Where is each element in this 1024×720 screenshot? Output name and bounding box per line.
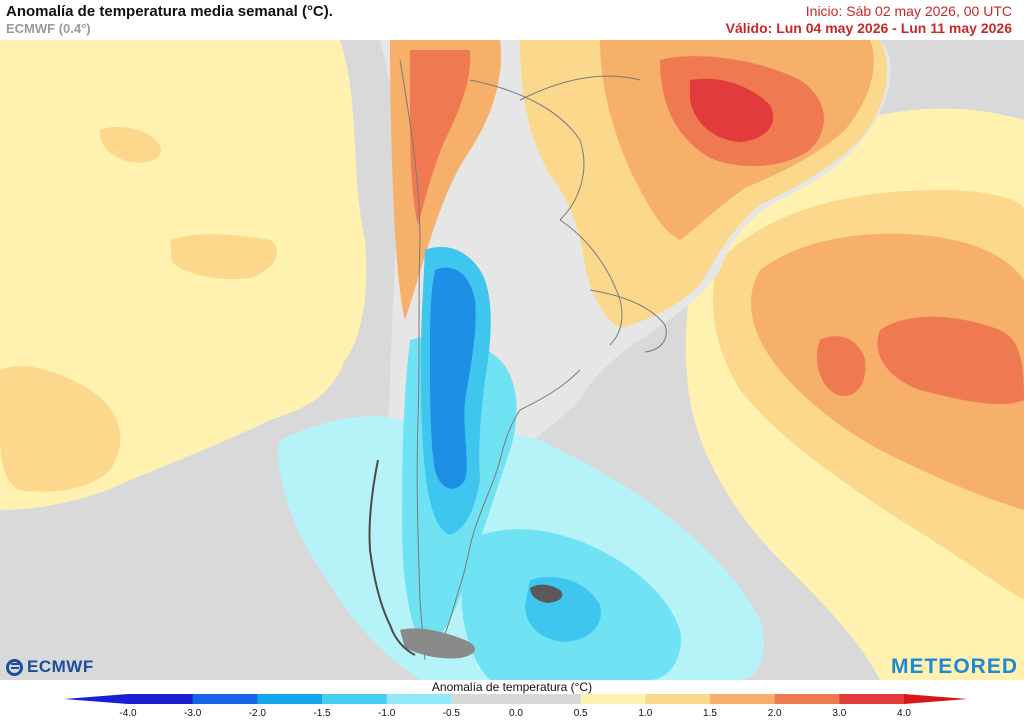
legend-swatch — [128, 694, 194, 704]
legend-swatch — [451, 694, 517, 704]
atlantic-hot-spot — [816, 336, 866, 396]
atlantic-warm-orange — [751, 233, 1024, 511]
border-bolivia — [469, 79, 585, 221]
ecmwf-logo-text: ECMWF — [27, 657, 94, 676]
border-paraguay — [559, 219, 623, 346]
valid-period: Válido: Lun 04 may 2026 - Lun 11 may 202… — [725, 20, 1012, 36]
legend-swatch — [386, 694, 452, 704]
border-andes — [399, 59, 426, 661]
falkland-islands — [530, 584, 563, 603]
legend-swatch — [774, 694, 840, 704]
anomaly-map-svg — [0, 40, 1024, 680]
southern-cool-dark — [430, 267, 476, 489]
ecmwf-logo-icon — [6, 658, 23, 676]
legend-tick-label: 4.0 — [897, 708, 911, 719]
legend-swatch — [322, 694, 388, 704]
anomaly-map — [0, 40, 1024, 680]
legend-swatch — [580, 694, 646, 704]
tierra-del-fuego — [400, 628, 476, 659]
model-label: ECMWF (0.4°) — [6, 21, 91, 36]
legend-swatch — [257, 694, 323, 704]
coast-argentina — [439, 369, 581, 646]
legend-tick-label: -1.5 — [313, 708, 331, 719]
pacific-warm-band — [170, 234, 278, 280]
legend-tick-label: 1.5 — [703, 708, 717, 719]
legend-swatch — [839, 694, 905, 704]
legend-swatch — [710, 694, 776, 704]
pacific-warm-patch — [0, 366, 121, 492]
legend-arrow-min — [64, 694, 128, 704]
meteored-logo: METEORED — [890, 655, 1018, 678]
pacific-warm-spot — [99, 126, 161, 163]
legend-swatch — [645, 694, 711, 704]
legend-tick-label: -0.5 — [443, 708, 461, 719]
ecmwf-logo: ECMWF — [6, 657, 94, 677]
map-title: Anomalía de temperatura media semanal (°… — [6, 3, 333, 20]
color-legend: -4.0 -3.0 -2.0 -1.5 -1.0 -0.5 0.0 0.5 1.0 1.5 2.0 3… — [64, 694, 968, 719]
border-uruguay — [589, 289, 667, 353]
legend-swatch — [516, 694, 582, 704]
legend-tick-label: -4.0 — [119, 708, 137, 719]
legend-tick-label: 3.0 — [832, 708, 846, 719]
brazil-hot-center — [690, 78, 774, 142]
country-borders — [399, 59, 667, 661]
legend-swatch — [192, 694, 258, 704]
init-time: Inicio: Sáb 02 may 2026, 00 UTC — [805, 3, 1012, 19]
legend-title: Anomalía de temperatura (°C) — [431, 680, 593, 694]
border-brazil-west — [519, 75, 641, 101]
andes-hot-strip — [410, 50, 471, 225]
legend-tick-label: 0.5 — [574, 708, 588, 719]
legend-tick-label: -1.0 — [378, 708, 396, 719]
legend-tick-label: 0.0 — [509, 708, 523, 719]
legend-arrow-max — [904, 694, 968, 704]
legend-tick-label: 1.0 — [638, 708, 652, 719]
legend-tick-label: 2.0 — [768, 708, 782, 719]
legend-tick-label: -2.0 — [249, 708, 267, 719]
chile-fjords — [368, 459, 416, 656]
atlantic-hot-core — [877, 316, 1024, 405]
legend-tick-label: -3.0 — [184, 708, 202, 719]
